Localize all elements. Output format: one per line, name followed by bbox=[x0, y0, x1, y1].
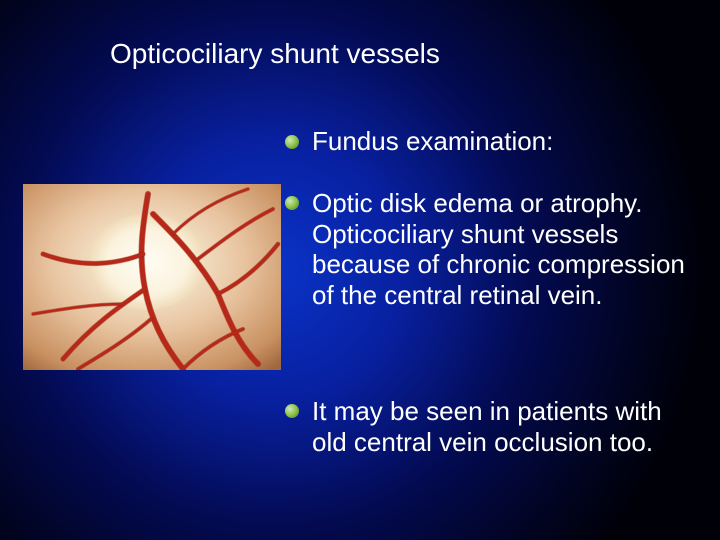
body-text-2: It may be seen in patients with old cent… bbox=[312, 396, 692, 457]
bullet-icon bbox=[285, 404, 299, 418]
bullet-icon bbox=[285, 135, 299, 149]
body-text-1: Optic disk edema or atrophy. Opticocilia… bbox=[312, 188, 692, 311]
presentation-slide: Opticociliary shunt vessels Fundus exami… bbox=[0, 0, 720, 540]
slide-title: Opticociliary shunt vessels bbox=[110, 38, 440, 70]
slide-subtitle: Fundus examination: bbox=[312, 126, 553, 157]
fundus-illustration bbox=[23, 184, 281, 370]
bullet-icon bbox=[285, 196, 299, 210]
